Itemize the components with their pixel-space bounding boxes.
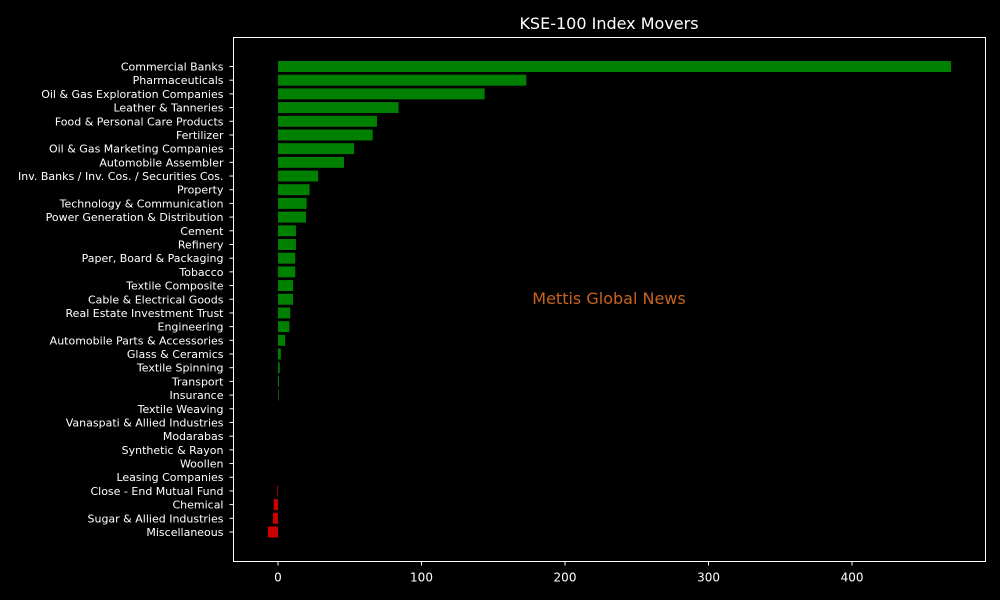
category-label: Leasing Companies — [116, 471, 223, 484]
bar — [277, 211, 306, 223]
category-label: Close - End Mutual Fund — [90, 485, 223, 498]
category-label: Vanaspati & Allied Industries — [66, 416, 224, 429]
category-label: Sugar & Allied Industries — [87, 512, 223, 525]
bar — [277, 197, 307, 209]
category-label: Fertilizer — [176, 129, 224, 142]
category-label: Technology & Communication — [59, 197, 224, 210]
x-tick-label: 0 — [274, 571, 282, 585]
category-label: Oil & Gas Marketing Companies — [49, 143, 224, 156]
bar — [277, 307, 291, 319]
bar — [267, 526, 278, 538]
bar — [277, 143, 355, 155]
bar — [277, 225, 296, 237]
category-label: Textile Composite — [125, 280, 224, 293]
watermark: Mettis Global News — [532, 289, 685, 308]
category-label: Synthetic & Rayon — [122, 444, 224, 457]
category-label: Automobile Parts & Accessories — [50, 334, 224, 347]
chart-title: KSE-100 Index Movers — [519, 14, 698, 33]
bar — [277, 362, 280, 374]
category-label: Pharmaceuticals — [133, 74, 224, 87]
category-label: Glass & Ceramics — [127, 348, 224, 361]
bar — [277, 485, 278, 497]
category-label: Insurance — [170, 389, 224, 402]
bar — [277, 389, 279, 401]
bar — [277, 348, 281, 360]
category-label: Commercial Banks — [121, 61, 224, 74]
category-label: Leather & Tanneries — [113, 102, 223, 115]
bar — [277, 156, 345, 168]
bar — [277, 61, 952, 72]
category-label: Inv. Banks / Inv. Cos. / Securities Cos. — [18, 170, 223, 183]
category-label: Oil & Gas Exploration Companies — [41, 88, 224, 101]
bar — [277, 170, 319, 182]
category-label: Miscellaneous — [146, 526, 223, 539]
category-label: Refinery — [178, 238, 224, 251]
bar — [273, 499, 278, 511]
x-axis-ticks: 0 100 200 300 400 — [274, 561, 864, 585]
category-label: Real Estate Investment Trust — [66, 307, 225, 320]
category-label: Tobacco — [178, 266, 223, 279]
bar — [277, 184, 310, 196]
category-label: Textile Weaving — [137, 403, 224, 416]
category-label: Chemical — [172, 499, 223, 512]
bars-group — [267, 61, 952, 538]
category-label: Food & Personal Care Products — [55, 115, 224, 128]
bar — [277, 293, 294, 305]
category-label: Engineering — [158, 321, 224, 334]
category-label: Automobile Assembler — [99, 156, 224, 169]
bar — [277, 334, 286, 346]
bar — [272, 512, 278, 524]
category-label: Woollen — [180, 458, 224, 471]
category-label: Paper, Board & Packaging — [82, 252, 224, 265]
bar — [277, 129, 373, 141]
bar — [277, 375, 279, 387]
bar — [277, 102, 399, 114]
bar — [277, 88, 485, 100]
bar — [277, 252, 296, 264]
category-label: Property — [177, 184, 224, 197]
bar — [277, 239, 296, 250]
bar — [277, 321, 290, 333]
bar — [277, 266, 296, 278]
x-tick-label: 400 — [841, 571, 864, 585]
category-label: Textile Spinning — [136, 362, 224, 375]
category-label: Cable & Electrical Goods — [88, 293, 224, 306]
category-label: Cement — [180, 225, 224, 238]
bar — [277, 115, 378, 127]
x-tick-label: 100 — [410, 571, 433, 585]
category-label: Power Generation & Distribution — [46, 211, 224, 224]
category-label: Modarabas — [163, 430, 224, 443]
bar — [277, 74, 527, 86]
x-tick-label: 200 — [554, 571, 577, 585]
x-tick-label: 300 — [697, 571, 720, 585]
bar — [277, 280, 294, 292]
category-label: Transport — [171, 375, 224, 388]
